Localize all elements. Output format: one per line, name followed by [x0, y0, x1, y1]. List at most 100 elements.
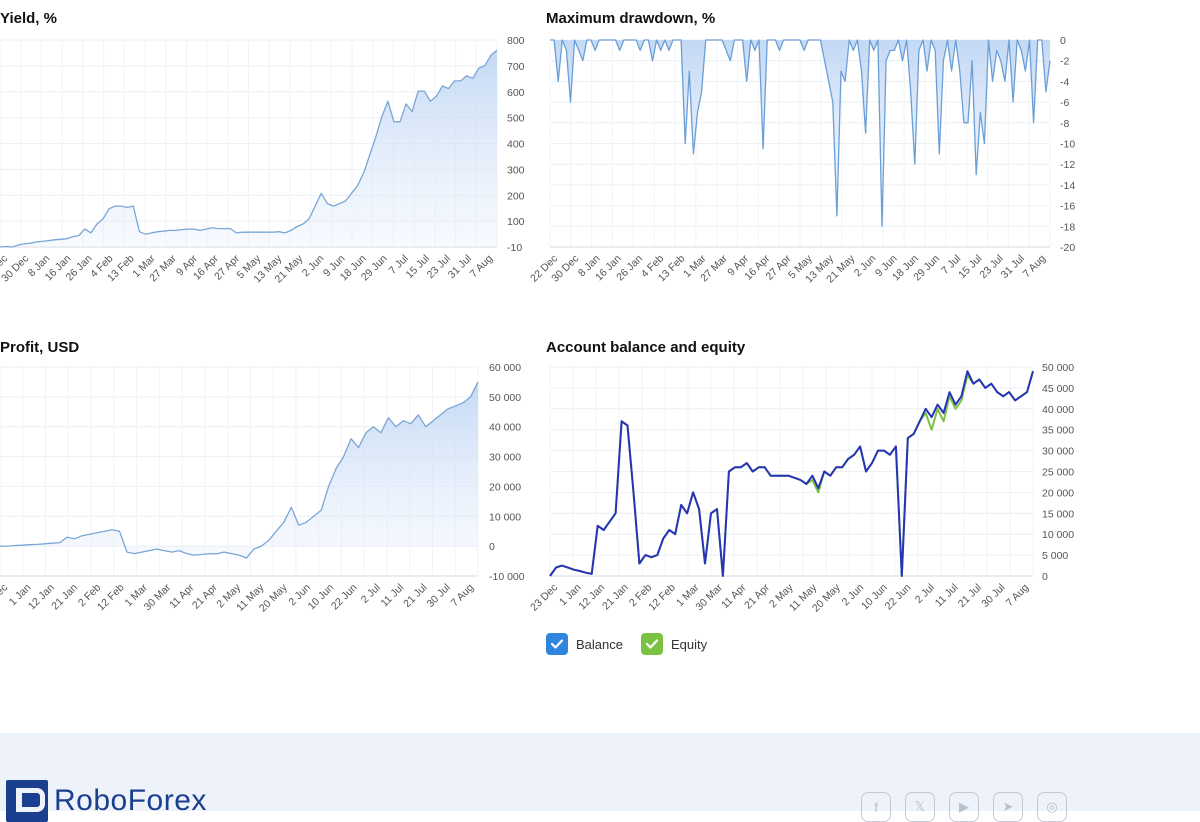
equity-series-line: [549, 370, 1034, 577]
y-tick-label: -6: [1060, 97, 1069, 109]
y-tick-label: 50 000: [489, 392, 521, 404]
x-tick-label: 21 Apr: [190, 581, 220, 611]
yield-series-line: [0, 49, 498, 248]
balance-chart-legend: Balance Equity: [546, 633, 707, 655]
y-tick-label: 40 000: [489, 422, 521, 434]
y-tick-label: -10: [1060, 139, 1075, 151]
y-tick-label: 20 000: [1042, 487, 1074, 499]
x-tick-label: 2 Jun: [852, 253, 879, 280]
y-tick-label: 700: [507, 61, 525, 73]
telegram-icon[interactable]: ➤: [993, 792, 1023, 822]
balance-checkbox[interactable]: [546, 633, 568, 655]
y-tick-label: -10: [507, 242, 522, 254]
facebook-icon[interactable]: f: [861, 792, 891, 822]
profit-area: [0, 381, 478, 559]
y-tick-label: 45 000: [1042, 383, 1074, 395]
equity-checkbox[interactable]: [640, 633, 663, 655]
balance-chart[interactable]: 50 000 45 000 40 000 35 000 30 000 25 000 20 0…: [528, 359, 1106, 659]
y-tick-label: -12: [1060, 159, 1075, 171]
y-tick-label: 200: [507, 190, 525, 202]
y-tick-label: 10 000: [1042, 529, 1074, 541]
y-tick-label: 15 000: [1042, 508, 1074, 520]
x-tick-label: 21 Apr: [742, 581, 772, 611]
y-tick-label: 40 000: [1042, 404, 1074, 416]
yield-area: [0, 50, 497, 248]
legend-balance-label: Balance: [576, 636, 623, 652]
legend-balance-toggle[interactable]: Balance: [546, 633, 623, 655]
drawdown-chart-title: Maximum drawdown, %: [546, 10, 716, 27]
logo-mark-icon: [6, 780, 48, 822]
y-tick-label: 5 000: [1042, 550, 1068, 562]
x-tick-label: 30 Jul: [425, 582, 453, 610]
y-tick-label: 100: [507, 216, 525, 228]
x-tick-label: 12 Feb: [95, 582, 127, 614]
legend-equity-toggle[interactable]: Equity: [640, 633, 708, 655]
y-tick-label: 500: [507, 113, 525, 125]
x-tick-label: 15 Jul: [956, 253, 984, 281]
y-tick-label: 35 000: [1042, 425, 1074, 437]
check-icon: [550, 639, 564, 649]
y-tick-label: -18: [1060, 221, 1075, 233]
x-tick-label: 7 Aug: [449, 582, 477, 610]
balance-grid: [549, 366, 1034, 577]
y-tick-label: 20 000: [489, 481, 521, 493]
y-tick-label: 400: [507, 139, 525, 151]
social-links: f 𝕏 ▶ ➤ ◎: [861, 792, 1067, 822]
x-icon[interactable]: 𝕏: [905, 792, 935, 822]
x-tick-label: 7 Aug: [1004, 582, 1032, 610]
x-tick-label: 7 Aug: [468, 253, 496, 281]
x-tick-label: 21 Jul: [401, 582, 429, 610]
youtube-icon[interactable]: ▶: [949, 792, 979, 822]
x-tick-label: 30 Mar: [142, 581, 174, 613]
yield-chart-title: Yield, %: [0, 10, 57, 27]
balance-chart-title: Account balance and equity: [546, 339, 746, 356]
x-tick-label: 11 Jul: [933, 582, 961, 610]
y-tick-label: 60 000: [489, 362, 521, 374]
y-tick-label: -16: [1060, 201, 1075, 213]
y-tick-label: 0: [1060, 35, 1066, 47]
x-tick-label: 2 Jun: [300, 253, 327, 280]
check-icon: [645, 639, 659, 649]
x-tick-label: 27 Apr: [764, 252, 794, 282]
profit-chart-title: Profit, USD: [0, 339, 80, 356]
x-tick-label: 31 Jul: [999, 253, 1027, 281]
y-tick-label: 50 000: [1042, 362, 1074, 374]
legend-equity-label: Equity: [670, 636, 708, 652]
x-tick-label: 21 Jul: [956, 582, 984, 610]
x-tick-label: 22 Jun: [329, 582, 360, 613]
y-tick-label: 30 000: [1042, 446, 1074, 458]
balance-series-line: [549, 370, 1034, 577]
drawdown-series-line: [550, 39, 1051, 227]
y-tick-label: -2: [1060, 56, 1069, 68]
profit-series-line: [0, 381, 479, 559]
y-tick-label: -20: [1060, 242, 1075, 254]
y-tick-label: 600: [507, 87, 525, 99]
x-tick-label: 23 Jul: [977, 253, 1005, 281]
x-tick-label: 21 Jan: [600, 582, 631, 613]
y-tick-label: -10 000: [489, 571, 525, 583]
x-tick-label: 11 Jul: [378, 582, 406, 610]
y-tick-label: 10 000: [489, 511, 521, 523]
roboforex-logo[interactable]: RoboForex: [6, 780, 207, 822]
x-tick-label: 30 Mar: [693, 581, 725, 613]
y-tick-label: -14: [1060, 180, 1075, 192]
y-tick-label: 25 000: [1042, 467, 1074, 479]
footer: [0, 733, 1200, 811]
y-tick-label: -8: [1060, 118, 1069, 130]
y-tick-label: 300: [507, 164, 525, 176]
logo-text: RoboForex: [54, 784, 207, 817]
profit-chart[interactable]: 60 000 50 000 40 000 30 000 20 000 10 000 0 -10…: [0, 359, 560, 659]
x-tick-label: 12 Feb: [646, 582, 678, 614]
y-tick-label: -4: [1060, 76, 1069, 88]
instagram-icon[interactable]: ◎: [1037, 792, 1067, 822]
x-tick-label: 30 Jul: [979, 582, 1007, 610]
y-tick-label: 800: [507, 35, 525, 47]
y-tick-label: 0: [489, 541, 495, 553]
y-tick-label: 30 000: [489, 452, 521, 464]
x-tick-label: 31 Jul: [446, 253, 474, 281]
x-tick-label: 21 Jan: [49, 582, 80, 613]
x-tick-label: 7 Aug: [1021, 253, 1049, 281]
x-tick-label: 22 Jun: [883, 582, 914, 613]
